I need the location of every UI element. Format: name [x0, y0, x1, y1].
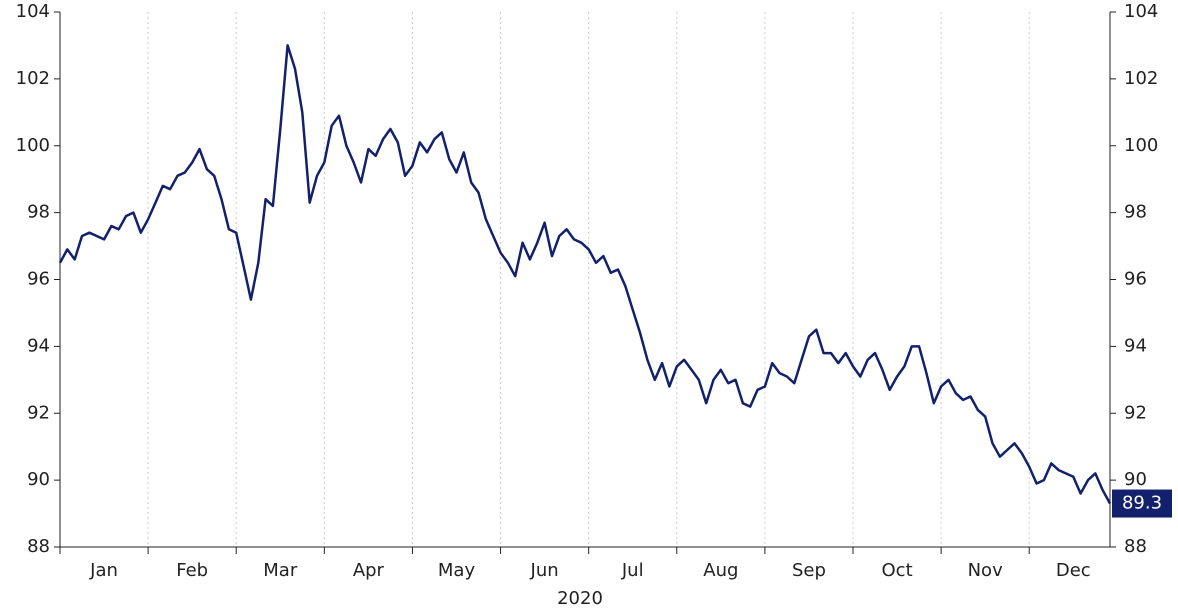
y2-tick-label: 90	[1124, 469, 1147, 490]
x-tick-label: Oct	[882, 560, 913, 581]
y2-tick-label: 102	[1124, 68, 1158, 89]
x-tick-label: Jun	[530, 560, 559, 581]
x-axis-label: 2020	[557, 588, 603, 609]
y-tick-label: 94	[27, 335, 50, 356]
x-tick-label: Dec	[1056, 560, 1091, 581]
y-tick-label: 90	[27, 469, 50, 490]
y2-tick-label: 88	[1124, 536, 1147, 557]
y-tick-label: 100	[16, 135, 50, 156]
last-value-label: 89.3	[1122, 493, 1162, 514]
y-tick-label: 98	[27, 202, 50, 223]
x-tick-label: Jul	[621, 560, 644, 581]
y2-tick-label: 96	[1124, 269, 1147, 290]
x-tick-label: Mar	[263, 560, 298, 581]
y2-tick-label: 94	[1124, 335, 1147, 356]
last-value-box	[1112, 489, 1172, 518]
y-tick-label: 102	[16, 68, 50, 89]
x-tick-label: Apr	[353, 560, 385, 581]
y-tick-label: 88	[27, 536, 50, 557]
y2-tick-label: 98	[1124, 202, 1147, 223]
y2-tick-label: 92	[1124, 402, 1147, 423]
y2-tick-label: 104	[1124, 1, 1158, 22]
y-tick-label: 96	[27, 269, 50, 290]
x-tick-label: Jan	[89, 560, 118, 581]
x-tick-label: Aug	[703, 560, 738, 581]
x-tick-label: Nov	[968, 560, 1003, 581]
y-tick-label: 104	[16, 1, 50, 22]
x-tick-label: Feb	[176, 560, 208, 581]
x-tick-label: May	[438, 560, 476, 581]
y2-tick-label: 100	[1124, 135, 1158, 156]
y-tick-label: 92	[27, 402, 50, 423]
x-tick-label: Sep	[792, 560, 826, 581]
series-line	[58, 44, 1112, 505]
